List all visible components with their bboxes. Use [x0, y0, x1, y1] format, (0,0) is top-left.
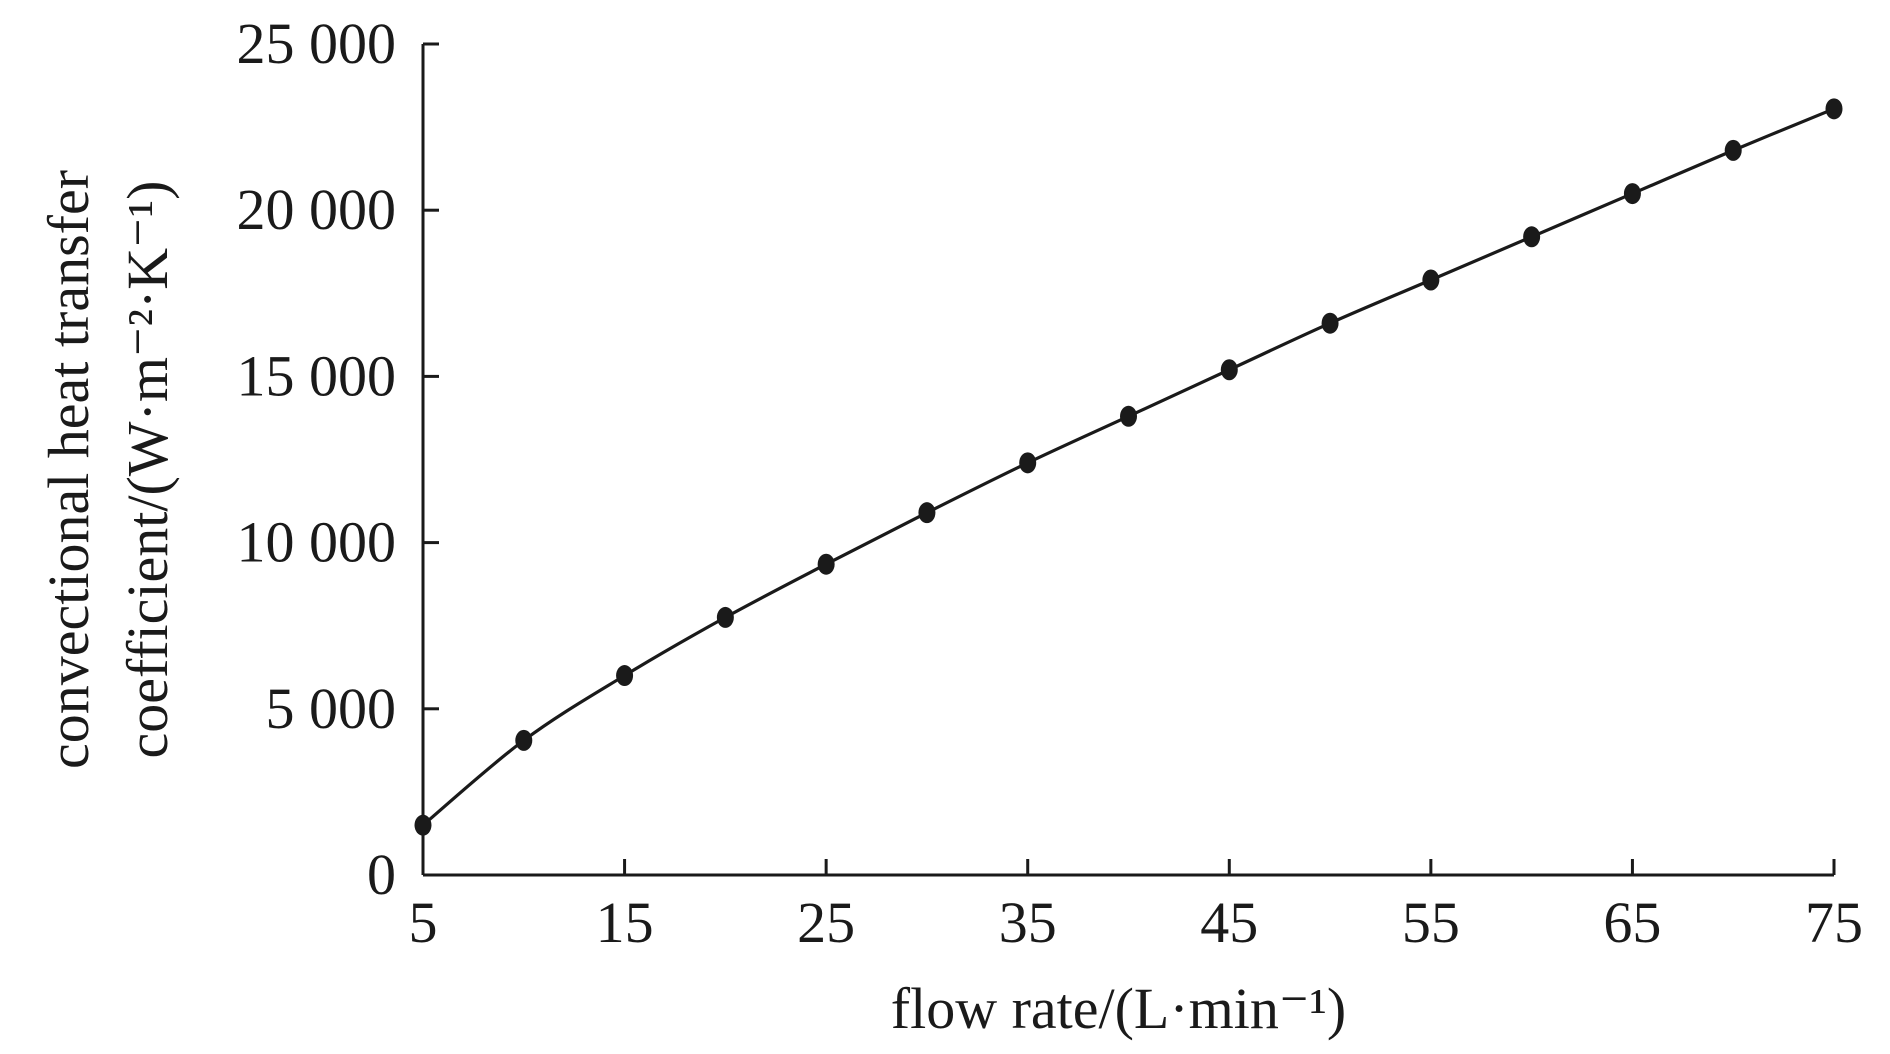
y-axis-title-line-2: coefficient/(W·m⁻²·K⁻¹)	[115, 180, 180, 758]
data-point	[515, 729, 533, 751]
data-point	[1321, 312, 1339, 334]
y-tick-label: 15 000	[237, 343, 397, 408]
data-point	[817, 553, 835, 575]
data-point	[1825, 98, 1843, 120]
y-axis-title-line-1: convectional heat transfer	[36, 170, 101, 769]
data-point	[414, 814, 432, 836]
y-tick-label: 0	[367, 842, 396, 907]
y-tick-label: 10 000	[237, 510, 397, 575]
data-point	[918, 502, 936, 524]
x-axis-title: flow rate/(L·min⁻¹)	[891, 976, 1346, 1041]
data-point	[1623, 183, 1641, 205]
y-tick-label: 5 000	[266, 676, 397, 741]
y-tick-label: 20 000	[237, 177, 397, 242]
data-point	[1422, 269, 1440, 291]
x-tick-label: 5	[409, 890, 438, 955]
y-tick-label: 25 000	[237, 11, 397, 76]
x-tick-label: 75	[1805, 890, 1863, 955]
x-tick-label: 25	[797, 890, 855, 955]
ticks: 0 5 000 10 000 15 000 20 000 25 000 5 15 25 35 45 5…	[237, 11, 1864, 955]
x-tick-label: 45	[1200, 890, 1258, 955]
data-point	[1523, 226, 1541, 248]
x-tick-label: 15	[596, 890, 654, 955]
data-point	[1120, 405, 1137, 427]
axes	[421, 44, 1834, 877]
x-tick-label: 65	[1603, 890, 1661, 955]
data-point	[1724, 139, 1742, 161]
data-point	[616, 665, 634, 687]
series-layer	[414, 98, 1843, 836]
data-point	[1220, 359, 1238, 381]
data-point	[716, 606, 734, 628]
x-tick-label: 35	[999, 890, 1057, 955]
x-tick-label: 55	[1402, 890, 1460, 955]
data-point	[1019, 452, 1037, 474]
series-line	[421, 107, 1835, 827]
